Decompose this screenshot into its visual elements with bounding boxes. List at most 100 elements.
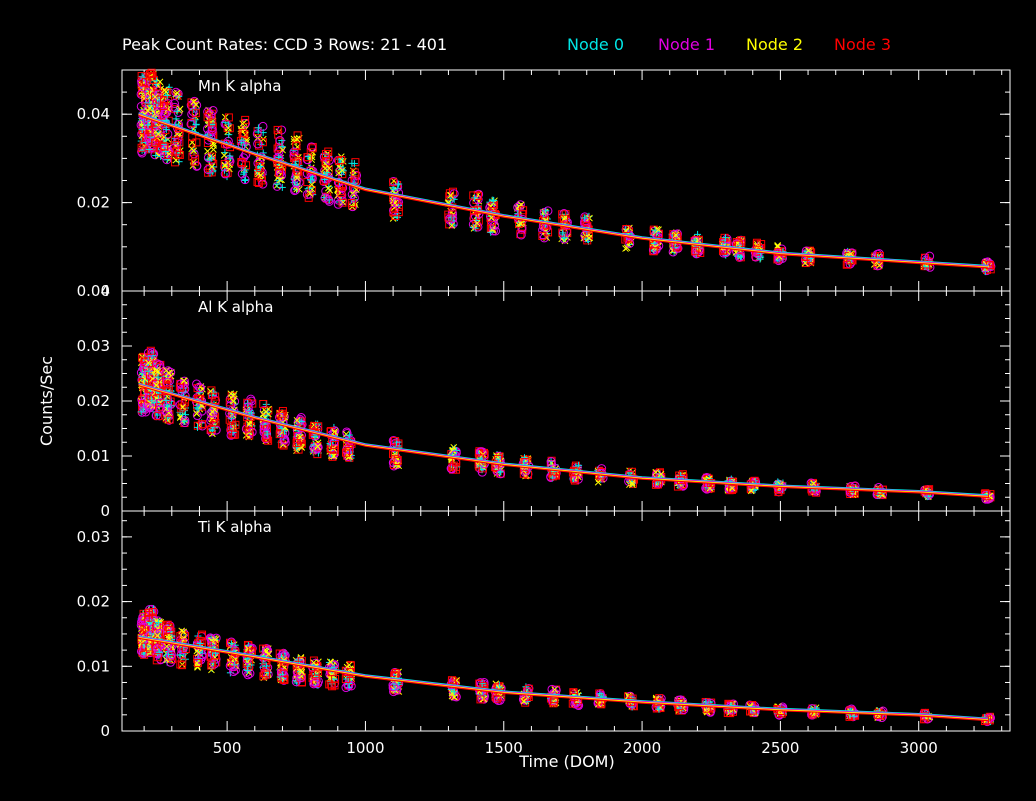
y-tick-label: 0 — [100, 282, 110, 300]
point-node-1 — [188, 107, 198, 117]
panel-title: Mn K alpha — [198, 77, 281, 95]
point-node-1 — [253, 139, 263, 149]
panels: 0 0.02 0.04 Mn K alpha 0 0.01 0.02 0.03 0.04 Al K… — [77, 68, 1011, 757]
point-node-3 — [337, 188, 346, 197]
point-node-3 — [188, 152, 197, 161]
point-node-2 — [585, 234, 593, 242]
x-tick-label: 2500 — [761, 739, 799, 757]
point-node-0 — [734, 252, 742, 260]
point-node-0 — [447, 214, 455, 222]
point-node-2 — [517, 220, 525, 228]
point-node-3 — [237, 159, 246, 168]
panel-title: Ti K alpha — [197, 518, 272, 536]
point-node-3 — [147, 72, 156, 81]
point-node-0 — [580, 214, 588, 222]
point-node-2 — [276, 176, 284, 184]
point-node-3 — [223, 124, 232, 133]
y-tick-label: 0.04 — [77, 105, 110, 123]
trend-line-node-3 — [138, 114, 988, 269]
point-node-3 — [172, 146, 181, 155]
point-node-3 — [560, 214, 569, 223]
point-node-1 — [173, 107, 183, 117]
point-node-1 — [543, 206, 553, 216]
y-tick-label: 0.01 — [77, 657, 110, 675]
point-node-2 — [847, 250, 855, 258]
point-node-3 — [389, 178, 398, 187]
legend: Node 0 Node 1 Node 2 Node 3 — [567, 35, 891, 54]
point-node-2 — [306, 190, 314, 197]
point-node-1 — [237, 169, 247, 179]
point-node-3 — [145, 69, 154, 78]
point-node-1 — [392, 197, 402, 207]
point-node-3 — [145, 126, 154, 135]
point-node-1 — [347, 190, 357, 200]
point-node-0 — [226, 152, 234, 160]
point-node-2 — [293, 135, 301, 143]
point-node-1 — [162, 377, 172, 387]
point-node-3 — [154, 403, 163, 412]
point-node-1 — [192, 161, 202, 171]
point-node-2 — [154, 368, 161, 376]
point-node-2 — [151, 110, 159, 118]
point-node-0 — [192, 120, 200, 128]
point-node-0 — [160, 140, 168, 148]
legend-item-node-0: Node 0 — [567, 35, 624, 54]
point-node-0 — [756, 255, 764, 263]
point-node-1 — [144, 120, 154, 130]
point-node-2 — [190, 98, 198, 106]
point-node-2 — [144, 359, 152, 367]
point-node-1 — [925, 251, 935, 261]
point-node-3 — [224, 113, 233, 122]
y-tick-label: 0.02 — [77, 392, 110, 410]
point-node-3 — [292, 142, 301, 151]
point-node-0 — [490, 197, 498, 205]
point-node-2 — [339, 166, 346, 174]
point-node-1 — [169, 98, 179, 108]
point-node-2 — [164, 105, 172, 113]
point-node-2 — [293, 174, 301, 182]
point-node-3 — [752, 238, 761, 247]
point-node-0 — [145, 367, 153, 375]
point-node-0 — [254, 124, 262, 132]
point-node-3 — [141, 77, 150, 86]
point-node-1 — [517, 223, 527, 233]
point-node-2 — [473, 219, 481, 227]
point-node-0 — [306, 176, 314, 184]
point-node-0 — [390, 185, 398, 193]
point-node-3 — [488, 202, 497, 211]
point-node-1 — [143, 348, 153, 358]
point-node-2 — [173, 89, 181, 97]
chart-title: Peak Count Rates: CCD 3 Rows: 21 - 401 — [122, 35, 447, 54]
point-node-1 — [173, 89, 183, 99]
point-node-2 — [156, 78, 164, 86]
point-node-1 — [389, 205, 399, 215]
y-tick-label: 0.01 — [77, 447, 110, 465]
point-node-1 — [290, 186, 300, 196]
point-node-0 — [253, 167, 261, 175]
point-node-2 — [152, 381, 160, 389]
point-node-3 — [538, 231, 547, 240]
point-node-1 — [289, 147, 299, 157]
point-node-3 — [273, 125, 282, 134]
point-node-2 — [279, 146, 286, 154]
point-node-1 — [155, 398, 165, 408]
point-node-1 — [220, 169, 230, 179]
x-tick-label: 1000 — [346, 739, 384, 757]
point-node-3 — [241, 115, 250, 124]
point-node-1 — [252, 129, 262, 139]
trend-line-node-0 — [138, 112, 988, 267]
point-node-1 — [155, 360, 165, 370]
y-axis-label: Counts/Sec — [37, 356, 56, 446]
x-tick-label: 3000 — [900, 739, 938, 757]
point-node-2 — [141, 375, 149, 383]
point-node-2 — [190, 147, 198, 155]
point-node-3 — [152, 82, 161, 91]
point-node-1 — [625, 238, 635, 248]
point-node-3 — [220, 160, 229, 169]
point-node-0 — [163, 403, 171, 411]
point-node-0 — [138, 125, 146, 133]
panel-mn-k-alpha: 0 0.02 0.04 Mn K alpha — [77, 68, 1011, 300]
point-node-1 — [203, 124, 213, 134]
trend-line-node-2 — [138, 114, 988, 268]
point-node-1 — [163, 366, 173, 376]
